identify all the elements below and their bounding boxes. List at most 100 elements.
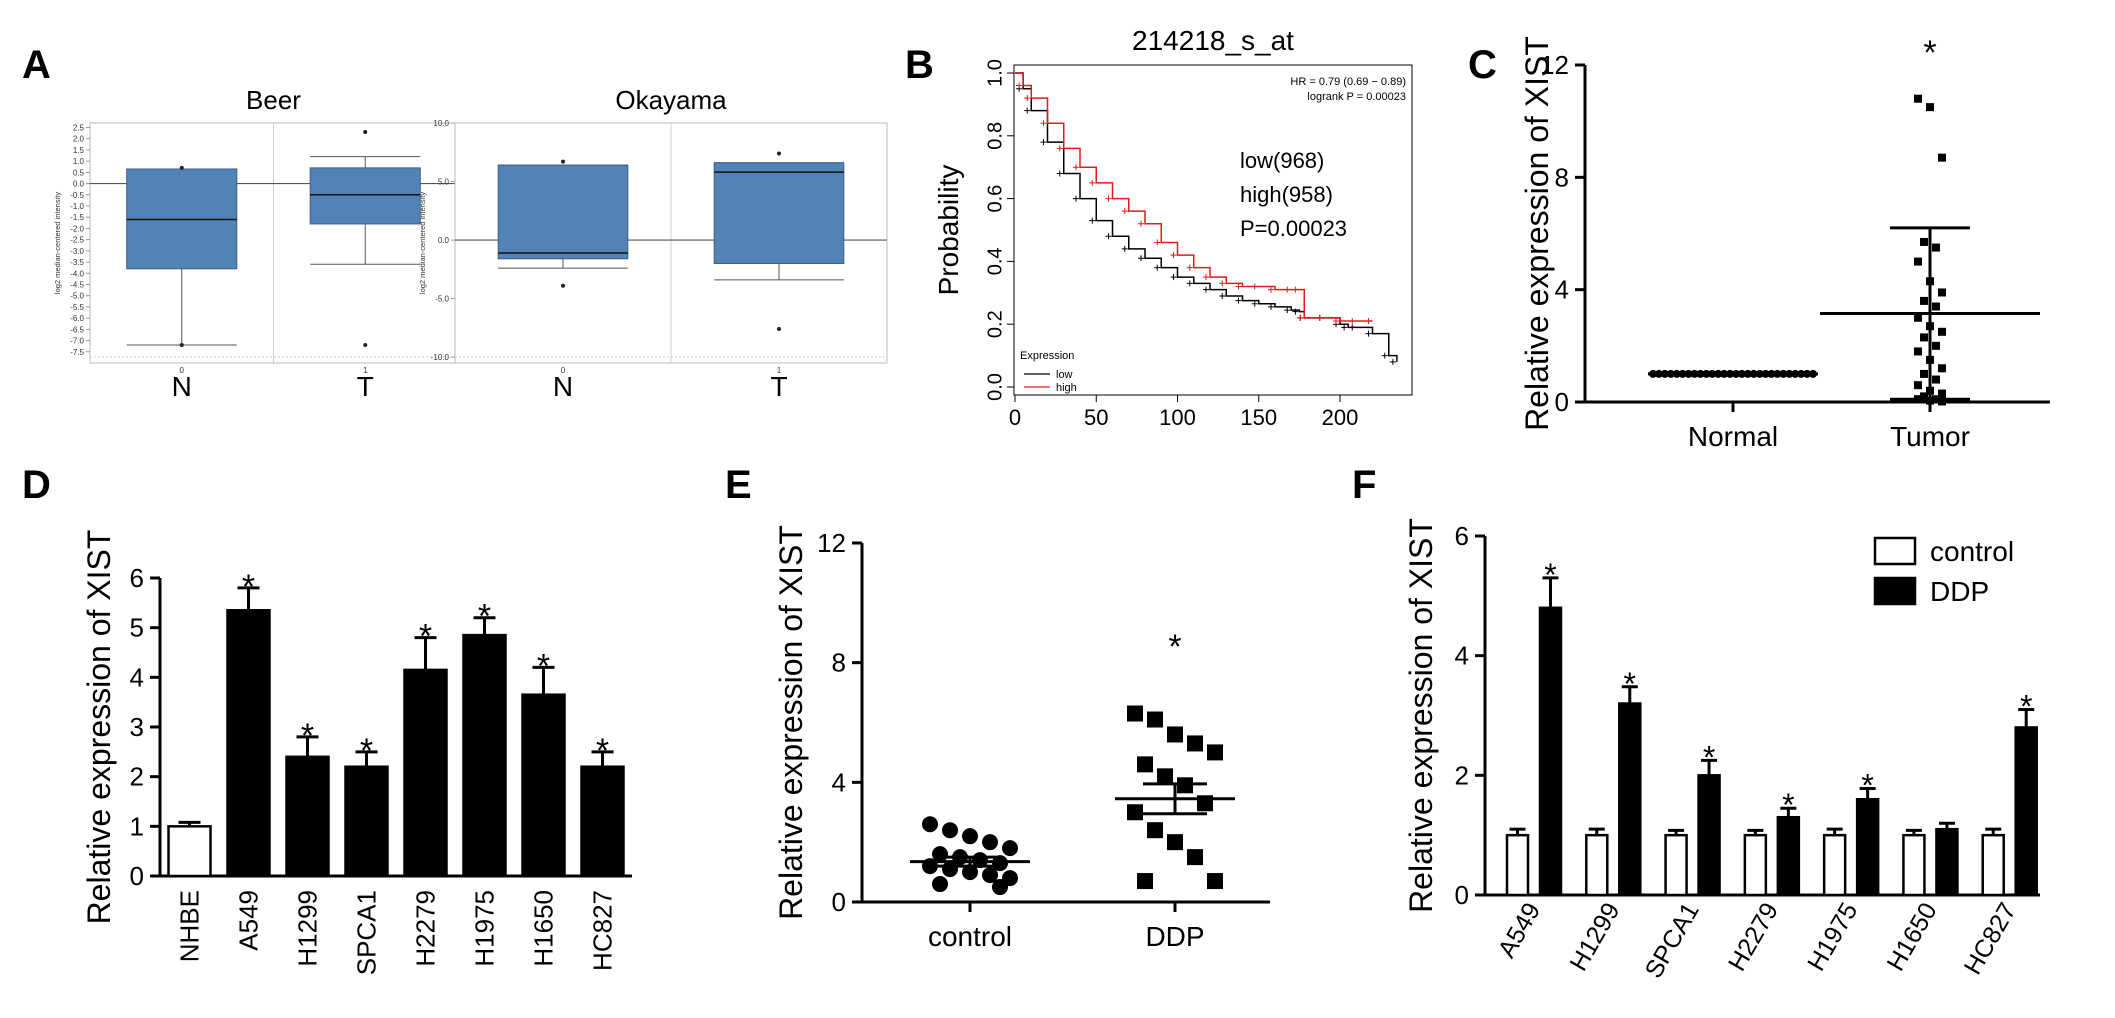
bar	[226, 609, 271, 878]
y-tick-label: 12	[1540, 50, 1569, 80]
x-tick-label: Normal	[1688, 421, 1778, 452]
significance-star: *	[1624, 666, 1636, 702]
significance-star: *	[1923, 34, 1936, 72]
y-tick-label: -5.0	[70, 292, 84, 301]
censor-mark	[1297, 314, 1304, 321]
data-point	[1187, 735, 1203, 752]
significance-star: *	[1782, 787, 1794, 823]
significance-star: *	[478, 598, 491, 636]
x-tick-label: H1975	[470, 890, 500, 967]
category-label: N	[172, 371, 192, 402]
bar	[403, 668, 448, 878]
panel-label-c: C	[1468, 43, 1497, 87]
data-point	[1914, 257, 1922, 266]
significance-star: *	[1703, 739, 1715, 775]
panel-label-f: F	[1352, 463, 1376, 507]
x-tick-label: Tumor	[1890, 421, 1970, 452]
x-tick-label: SPCA1	[352, 890, 382, 975]
y-tick-label: -2.5	[70, 236, 84, 245]
y-tick-label: -2.0	[70, 224, 84, 233]
censor-mark	[1349, 324, 1356, 331]
p-value-label: P=0.00023	[1240, 216, 1347, 241]
bar-DDP	[2014, 726, 2038, 897]
y-tick-label: 0.2	[984, 310, 1006, 338]
y-tick-label: 0	[130, 861, 144, 891]
y-tick-label: 6	[1455, 521, 1469, 551]
censor-mark	[1056, 145, 1063, 152]
censor-mark	[1154, 239, 1161, 246]
x-tick-label: SPCA1	[1640, 898, 1705, 983]
censor-mark	[1365, 330, 1372, 337]
y-axis-label: log2 median-centered intensity	[418, 192, 427, 294]
censor-mark	[1186, 280, 1193, 287]
data-point	[1938, 327, 1946, 336]
legend-label-high: high	[1056, 382, 1077, 394]
y-tick-label: 3	[130, 712, 144, 742]
significance-star: *	[596, 732, 609, 770]
censor-mark	[1105, 195, 1112, 202]
censor-mark	[1121, 208, 1128, 215]
y-tick-label: 1.5	[73, 146, 85, 155]
data-point	[982, 867, 998, 884]
chart-title: Beer	[246, 85, 301, 115]
censor-mark	[1186, 264, 1193, 271]
censor-mark	[1073, 164, 1079, 171]
x-tick-label: H1299	[293, 890, 323, 967]
category-label: N	[553, 371, 573, 402]
censor-mark	[1365, 318, 1372, 325]
chart-a-beer: Beer 2.5 2.0 1.5 1.0 0.5 0.0 -0.5 -1.0 -1.5 -2.0 -2…	[53, 85, 458, 402]
censor-mark	[1219, 280, 1226, 287]
censor-mark	[1040, 120, 1047, 127]
high-count-label: high(958)	[1240, 182, 1333, 207]
censor-mark	[1138, 255, 1144, 262]
bar-control	[1664, 833, 1688, 897]
data-point	[1147, 711, 1163, 728]
y-tick-label: -10.0	[431, 353, 450, 362]
censor-mark	[1292, 286, 1299, 293]
significance-star: *	[419, 618, 432, 656]
y-tick-label: 8	[832, 648, 846, 678]
data-point	[992, 879, 1008, 896]
censor-mark	[1284, 307, 1291, 314]
censor-mark	[1089, 217, 1096, 224]
low-count-label: low(968)	[1240, 148, 1324, 173]
data-point	[1002, 840, 1018, 857]
data-point	[1932, 375, 1940, 384]
category-code: 1	[363, 366, 368, 375]
y-tick-label: -1.5	[70, 213, 84, 222]
y-tick-label: -3.5	[70, 258, 84, 267]
y-tick-label: 0.0	[438, 236, 450, 245]
outlier-point	[363, 129, 368, 134]
bar-DDP	[1776, 815, 1801, 897]
series-line-low	[1015, 72, 1398, 362]
bar	[580, 765, 625, 878]
bar-DDP	[1618, 702, 1642, 897]
data-point	[1167, 834, 1183, 851]
y-tick-label: -4.5	[70, 280, 84, 289]
box	[497, 164, 629, 260]
censor-mark	[1268, 303, 1274, 310]
chart-a-okayama: Okayama 10.0 5.0 0.0 -5.0 -10.0 log2 median-ce…	[418, 85, 888, 402]
y-tick-label: -7.0	[70, 337, 84, 346]
data-point	[962, 864, 978, 881]
legend-swatch-DDP	[1873, 576, 1917, 606]
y-tick-label: 10.0	[433, 119, 449, 128]
bar-control	[1743, 833, 1768, 897]
significance-star: *	[360, 732, 373, 770]
data-point	[1914, 313, 1922, 322]
censor-mark	[1121, 245, 1128, 252]
outlier-point	[777, 327, 781, 332]
category-label: T	[770, 371, 787, 402]
data-point	[1932, 341, 1940, 350]
legend-label-control: control	[1930, 536, 2014, 567]
censor-mark	[1016, 82, 1023, 89]
x-tick-label: H2279	[1723, 898, 1784, 976]
legend-label-DDP: DDP	[1930, 576, 1989, 607]
bar-DDP	[1538, 606, 1563, 897]
y-tick-label: 5.0	[438, 178, 450, 187]
x-tick-label: 150	[1240, 405, 1277, 430]
category-code: 0	[180, 366, 185, 375]
censor-mark	[1024, 107, 1031, 114]
data-point	[1938, 288, 1946, 297]
